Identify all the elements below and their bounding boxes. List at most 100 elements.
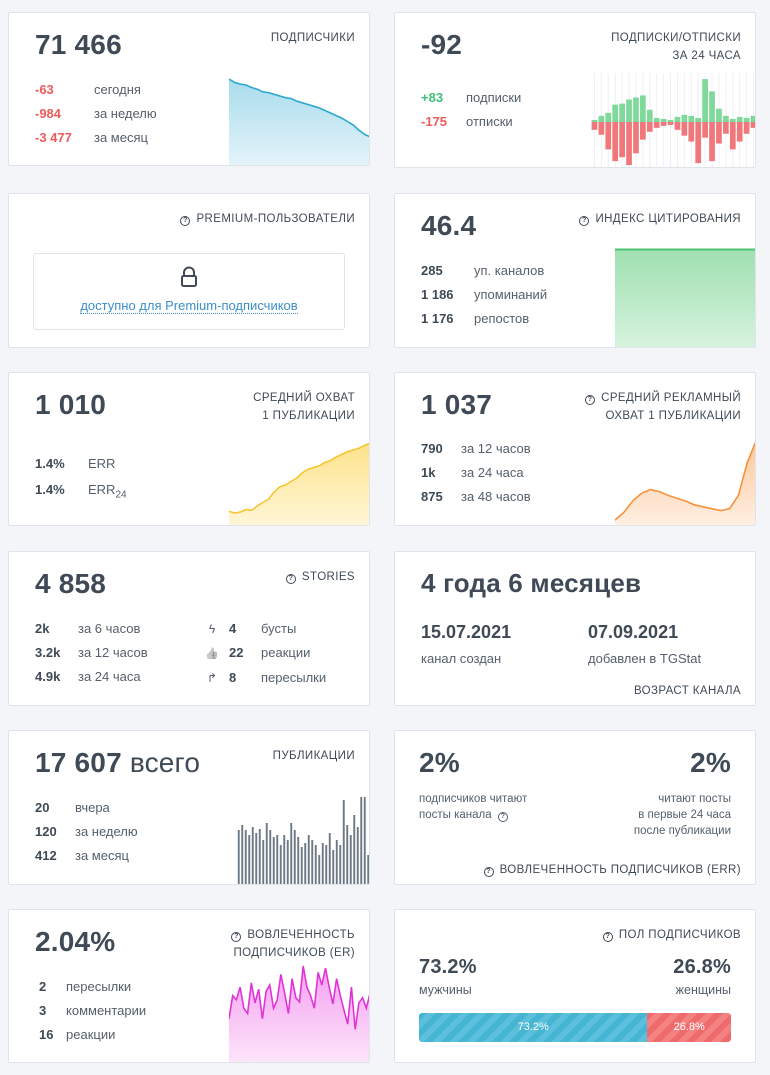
- publication-bar: [321, 843, 324, 884]
- female-value: 26.8%: [673, 956, 731, 978]
- stat-label: за месяц: [94, 130, 148, 145]
- stat-label: за неделю: [94, 106, 157, 121]
- publication-bar: [300, 847, 303, 884]
- stat-value: -984: [35, 106, 62, 121]
- subs-bar: [619, 103, 625, 122]
- stat-value: 2: [39, 979, 47, 994]
- publication-bar: [311, 840, 314, 884]
- publication-bar: [283, 835, 286, 884]
- premium-lock-box[interactable]: доступно для Premium-подписчиков: [33, 253, 345, 330]
- er-card[interactable]: 2.04% ? ВОВЛЕЧЕННОСТЬ ПОДПИСЧИКОВ (ER) 2 пе…: [8, 909, 370, 1063]
- unsubs-bar: [619, 122, 625, 158]
- stat-value: 22: [229, 645, 244, 660]
- publications-stats: 20 вчера 120 за неделю 412 за месяц: [35, 796, 138, 868]
- male-value: 73.2%: [419, 956, 477, 978]
- premium-card[interactable]: ? PREMIUM-ПОЛЬЗОВАТЕЛИ доступно для Premi…: [8, 193, 370, 348]
- ad-reach-stats: 790 за 12 часов 1k за 24 часа 875 за 48 час…: [421, 437, 531, 509]
- publication-bar: [258, 829, 261, 884]
- publication-bar: [272, 837, 275, 884]
- stat-label: за 12 часов: [78, 645, 148, 660]
- publications-value: 17 607 всего: [35, 747, 201, 778]
- publication-bar: [304, 843, 307, 884]
- stat-label: за месяц: [75, 848, 129, 863]
- stat-label: за 24 часа: [78, 669, 141, 684]
- subs-unsubs-title: ПОДПИСКИ/ОТПИСКИ ЗА 24 ЧАСА: [611, 32, 741, 62]
- publications-card[interactable]: 17 607 всего ПУБЛИКАЦИИ 20 вчера 120 за не…: [8, 730, 370, 885]
- ad-reach-trend-area: [615, 443, 755, 525]
- stat-label: подписки: [466, 90, 522, 105]
- stat-value: 1 176: [421, 311, 454, 326]
- err-left-label: подписчиков читают посты канала ?: [419, 793, 528, 822]
- publication-bar: [328, 833, 331, 884]
- stories-views-stats: 2k за 6 часов 3.2k за 12 часов 4.9k за 24 ч…: [35, 617, 148, 689]
- premium-title: ? PREMIUM-ПОЛЬЗОВАТЕЛИ: [180, 210, 355, 228]
- er-trend-chart: [229, 965, 369, 1062]
- ad-reach-card[interactable]: 1 037 ? СРЕДНИЙ РЕКЛАМНЫЙ ОХВАТ 1 ПУБЛИКАЦ…: [394, 372, 756, 526]
- err-card[interactable]: 2% подписчиков читают посты канала ? 2% …: [394, 730, 756, 885]
- unsubs-bar: [695, 122, 702, 164]
- thumbs-up-icon: 👍: [205, 648, 219, 660]
- gender-card[interactable]: ? ПОЛ ПОДПИСЧИКОВ 73.2% мужчины 26.8% жен…: [394, 909, 756, 1063]
- subs-bar: [702, 79, 708, 122]
- publication-bar: [276, 835, 279, 884]
- unsubs-bar: [702, 122, 708, 138]
- publication-bar: [244, 830, 247, 884]
- subs-bar: [709, 91, 715, 122]
- subs-bar: [598, 115, 605, 122]
- publication-bar: [342, 800, 345, 884]
- publications-bar-chart: [237, 797, 369, 884]
- unsubs-bar: [674, 122, 681, 130]
- unsubs-bar: [660, 122, 667, 126]
- publication-bar: [262, 840, 265, 884]
- publication-bar: [360, 797, 363, 884]
- err-title: ? ВОВЛЕЧЕННОСТЬ ПОДПИСЧИКОВ (ERR): [483, 861, 741, 879]
- subs-bar: [723, 115, 729, 122]
- reach-title: СРЕДНИЙ ОХВАТ 1 ПУБЛИКАЦИИ: [253, 392, 355, 422]
- help-icon: ?: [483, 867, 494, 877]
- stories-value: 4 858: [35, 568, 107, 599]
- subs-bar: [729, 118, 736, 122]
- stat-value: 120: [35, 824, 57, 839]
- publication-bar: [307, 835, 310, 884]
- er-value: 2.04%: [35, 926, 116, 957]
- publication-bar: [255, 833, 258, 884]
- channel-age-card[interactable]: 4 года 6 месяцев 15.07.2021 канал создан…: [394, 551, 756, 706]
- publication-bar: [363, 797, 366, 884]
- stat-value: 8: [229, 670, 237, 685]
- unsubs-bar: [633, 122, 639, 154]
- female-share-bar: 26.8%: [647, 1013, 731, 1042]
- subs-bar: [716, 108, 722, 122]
- stat-value: 875: [421, 489, 443, 504]
- reach-trend-area: [229, 443, 369, 525]
- citation-card[interactable]: 46.4 ? ИНДЕКС ЦИТИРОВАНИЯ 285 уп. каналов …: [394, 193, 756, 348]
- stat-label: сегодня: [94, 82, 141, 97]
- reach-stats: 1.4% ERR 1.4% ERR24: [35, 451, 127, 509]
- stories-card[interactable]: 4 858 ? STORIES 2k за 6 часов 3.2k за 12 ча…: [8, 551, 370, 706]
- reach-card[interactable]: 1 010 СРЕДНИЙ ОХВАТ 1 ПУБЛИКАЦИИ 1.4% ERR …: [8, 372, 370, 526]
- err-right-value: 2%: [690, 747, 731, 778]
- created-date: 15.07.2021: [421, 622, 512, 642]
- subscribers-card[interactable]: 71 466 ПОДПИСЧИКИ -63 сегодня -984 за неде…: [8, 12, 370, 166]
- publication-bar: [269, 830, 272, 884]
- unsubs-bar: [723, 122, 729, 134]
- help-icon: ?: [497, 812, 508, 822]
- publication-bar: [241, 825, 244, 884]
- male-share-bar: 73.2%: [419, 1013, 648, 1042]
- citation-index: 46.4: [421, 210, 477, 241]
- unsubs-bar: [598, 122, 605, 135]
- lock-icon: [181, 266, 197, 287]
- unsubs-bar: [605, 122, 612, 150]
- subs-bar: [660, 118, 667, 122]
- subs-unsubs-card[interactable]: -92 ПОДПИСКИ/ОТПИСКИ ЗА 24 ЧАСА +83 подпис…: [394, 12, 756, 168]
- subs-bar: [695, 117, 702, 122]
- stat-value: 1.4%: [35, 456, 65, 471]
- publication-bar: [237, 830, 240, 884]
- subs-bar: [743, 117, 750, 122]
- stat-value: 1.4%: [35, 482, 65, 497]
- err-right-label: читают посты в первые 24 часа после публ…: [633, 793, 731, 837]
- subs-bar: [736, 116, 743, 122]
- citation-title: ? ИНДЕКС ЦИТИРОВАНИЯ: [579, 210, 741, 228]
- publication-bar: [353, 815, 356, 884]
- premium-link[interactable]: доступно для Premium-подписчиков: [80, 298, 298, 314]
- stat-value: 3.2k: [35, 645, 61, 660]
